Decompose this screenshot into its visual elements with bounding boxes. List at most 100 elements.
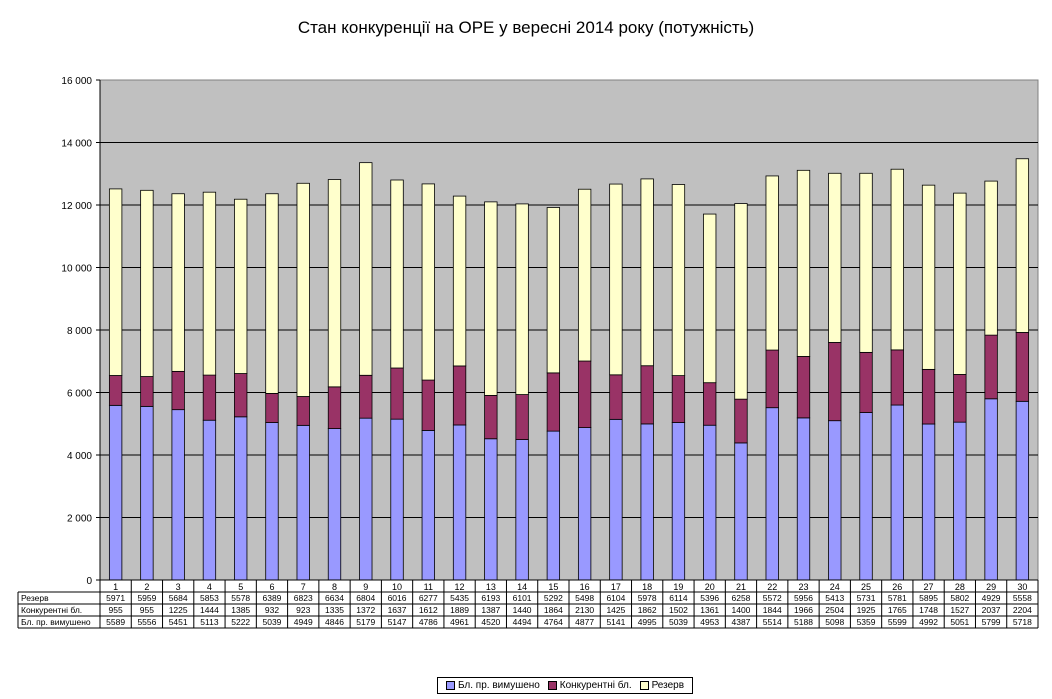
table-cell: 1925 (857, 605, 876, 615)
table-cell: 4786 (419, 617, 438, 627)
x-tick-label: 9 (363, 582, 368, 592)
table-cell: 5514 (763, 617, 782, 627)
bar-segment (327, 428, 342, 581)
y-tick-label: 8 000 (67, 326, 92, 337)
bar-segment (921, 423, 936, 581)
table-cell: 5572 (763, 593, 782, 603)
x-tick-label: 4 (207, 582, 212, 592)
table-cell: 4520 (481, 617, 500, 627)
table-cell: 4992 (919, 617, 938, 627)
table-cell: 1385 (231, 605, 250, 615)
table-cell: 6823 (294, 593, 313, 603)
table-cell: 4953 (700, 617, 719, 627)
legend-item: Конкурентні бл. (547, 680, 632, 691)
bar-segment (859, 172, 873, 353)
x-tick-label: 12 (455, 582, 465, 592)
bar-segment (984, 398, 998, 581)
table-cell: 4846 (325, 617, 344, 627)
table-cell: 6277 (419, 593, 438, 603)
table-cell: 5147 (388, 617, 407, 627)
bar-segment (327, 386, 342, 429)
legend-label: Резерв (651, 680, 685, 691)
table-cell: 5599 (888, 617, 907, 627)
table-cell: 923 (296, 605, 310, 615)
table-cell: 1440 (513, 605, 532, 615)
chart-title: Стан конкуренції на ОРЕ у вересні 2014 р… (297, 18, 755, 37)
table-cell: 6193 (481, 593, 500, 603)
table-row-label: Конкурентні бл. (21, 605, 82, 615)
x-tick-label: 13 (486, 582, 496, 592)
x-tick-label: 2 (144, 582, 149, 592)
table-cell: 1425 (606, 605, 625, 615)
x-tick-label: 26 (892, 582, 902, 592)
legend-label: Конкурентні бл. (559, 680, 632, 691)
bar-segment (515, 394, 529, 440)
x-tick-label: 18 (642, 582, 652, 592)
bar-segment (609, 374, 623, 420)
x-tick-label: 19 (673, 582, 683, 592)
y-tick-label: 14 000 (61, 139, 92, 150)
x-tick-label: 5 (238, 582, 243, 592)
bar-segment (452, 365, 467, 426)
x-tick-label: 20 (705, 582, 715, 592)
bar-segment (390, 179, 404, 369)
bar-segment (765, 407, 779, 581)
table-cell: 2504 (825, 605, 844, 615)
bar-segment (703, 213, 717, 384)
bar-segment (890, 404, 904, 581)
bar-segment (359, 162, 373, 376)
table-cell: 4494 (513, 617, 532, 627)
table-cell: 1844 (763, 605, 782, 615)
x-tick-label: 7 (301, 582, 306, 592)
table-cell: 4949 (294, 617, 313, 627)
bar-segment (1015, 400, 1030, 581)
table-cell: 1765 (888, 605, 907, 615)
table-cell: 6804 (356, 593, 375, 603)
bar-segment (1015, 332, 1030, 402)
table-cell: 1335 (325, 605, 344, 615)
bar-segment (171, 193, 185, 372)
table-cell: 6634 (325, 593, 344, 603)
table-cell: 1527 (950, 605, 969, 615)
x-tick-label: 16 (580, 582, 590, 592)
bar-segment (265, 193, 279, 394)
table-cell: 2204 (1013, 605, 1032, 615)
table-cell: 6101 (513, 593, 532, 603)
x-tick-label: 8 (332, 582, 337, 592)
bar-segment (108, 404, 123, 581)
bar-segment (953, 374, 967, 423)
table-cell: 5179 (356, 617, 375, 627)
table-cell: 1864 (544, 605, 563, 615)
bar-segment (421, 379, 435, 431)
x-tick-label: 6 (269, 582, 274, 592)
y-tick-label: 4 000 (67, 451, 92, 462)
bar-segment (796, 169, 811, 357)
bar-segment (140, 405, 154, 581)
table-cell: 1637 (388, 605, 407, 615)
y-tick-label: 6 000 (67, 389, 92, 400)
table-cell: 5731 (857, 593, 876, 603)
table-row-label: Резерв (21, 593, 49, 603)
bar-segment (515, 203, 529, 395)
table-cell: 6016 (388, 593, 407, 603)
x-tick-label: 22 (767, 582, 777, 592)
table-cell: 4961 (450, 617, 469, 627)
bar-segment (984, 180, 998, 336)
table-cell: 1966 (794, 605, 813, 615)
table-cell: 5578 (231, 593, 250, 603)
bar-segment (265, 393, 279, 423)
bar-segment (484, 201, 498, 396)
legend-swatch (639, 681, 649, 690)
table-cell: 1502 (669, 605, 688, 615)
table-cell: 5684 (169, 593, 188, 603)
x-tick-label: 11 (424, 582, 433, 592)
bar-segment (140, 376, 154, 407)
y-tick-label: 2 000 (67, 514, 92, 525)
bar-segment (359, 374, 373, 419)
table-cell: 4995 (638, 617, 657, 627)
table-cell: 5558 (1013, 593, 1032, 603)
table-cell: 932 (265, 605, 279, 615)
bar-segment (234, 373, 248, 418)
x-tick-label: 30 (1017, 582, 1027, 592)
